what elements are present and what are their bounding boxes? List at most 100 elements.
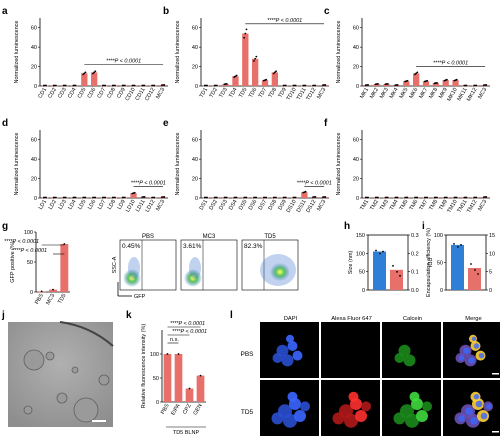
panel-letter-b: b (163, 6, 169, 17)
x-tick-label: MC3 (477, 199, 488, 212)
y-tick-label: 40 (192, 45, 198, 51)
population-scatter (128, 257, 140, 279)
cell (332, 412, 345, 425)
data-point (265, 78, 268, 81)
x-tick-label: TD8 (268, 87, 278, 99)
panel-letter-a: a (2, 6, 8, 17)
y-tick-label: 50 (27, 260, 33, 266)
data-point (206, 84, 209, 87)
data-point (206, 196, 209, 199)
x-tick-label: LD10 (125, 199, 137, 213)
x-tick-label: TD3 (218, 87, 228, 99)
bar-charts-layer: a Normalized luminescence 0 20 40 60 CD1 CD2 CD3… (2, 6, 495, 436)
micrograph-tile (443, 322, 500, 378)
nucleus-overlay (465, 407, 473, 416)
data-point (45, 84, 48, 87)
x-tick-label: DS8 (268, 199, 279, 211)
panel-letter-g: g (2, 221, 8, 232)
data-point (104, 84, 107, 87)
left-y-axis-label: Size (nm) (348, 251, 354, 275)
data-point (163, 196, 166, 198)
x-tick-label: DS6 (248, 199, 259, 211)
right-tick-label: 0.3 (411, 233, 419, 239)
x-tick-label: LD3 (58, 199, 68, 211)
x-tick-label: TM6 (409, 199, 420, 212)
micrograph-tile (321, 322, 380, 378)
bar (81, 73, 88, 86)
nanoparticle (73, 397, 99, 423)
y-tick-label: 50 (153, 376, 159, 382)
data-point (453, 243, 455, 245)
column-label: DAPI (284, 316, 298, 322)
x-tick-label: TM8 (428, 199, 439, 212)
cell (344, 413, 358, 428)
panel-letter-f: f (324, 118, 328, 129)
x-tick-label: CD6 (87, 87, 98, 100)
bar (413, 73, 420, 86)
scale-bar (492, 431, 499, 433)
x-tick-label: MK12 (466, 87, 478, 102)
column-label: Calcein (403, 316, 422, 322)
data-point (426, 196, 429, 199)
x-tick-label: TD1 (199, 87, 209, 99)
x-tick-label: MK1 (359, 87, 370, 100)
data-point (245, 28, 248, 31)
left-tick-label: 150 (356, 233, 365, 239)
data-point (436, 196, 438, 199)
data-point (255, 196, 258, 199)
y-axis-label: Normalized luminescence (14, 133, 20, 196)
micrograph-background (321, 322, 380, 378)
data-point (475, 196, 478, 199)
data-point (475, 84, 478, 87)
right-tick-label: 0.0 (411, 288, 419, 294)
right-tick-label: 0.2 (411, 251, 419, 257)
data-point (314, 196, 317, 198)
x-tick-label: TM5 (399, 199, 410, 212)
data-point (406, 196, 409, 199)
cell (416, 410, 428, 422)
x-tick-label: LD2 (48, 199, 58, 211)
nanoparticle (23, 405, 33, 415)
data-point (304, 190, 307, 193)
bar (130, 193, 137, 198)
bar (442, 80, 449, 86)
data-point (63, 243, 66, 245)
x-tick-label: TD6 (248, 87, 258, 99)
cell (283, 413, 297, 428)
bar (49, 289, 57, 292)
data-point (460, 244, 462, 246)
data-point (45, 196, 48, 199)
x-tick-label: CD4 (67, 87, 78, 100)
x-tick-label: LD1 (38, 199, 48, 211)
x-tick-label: TD2 (209, 87, 219, 99)
x-tick-label: LD8 (107, 199, 117, 211)
significance-label: ****P < 0.0001 (170, 321, 205, 327)
data-point (396, 270, 398, 273)
bar-right (468, 268, 481, 290)
significance-label: ****P < 0.0001 (297, 180, 332, 186)
y-tick-label: 0 (156, 400, 159, 406)
bar (403, 81, 410, 86)
nanoparticle (56, 392, 68, 404)
data-point (104, 196, 107, 199)
x-tick-label: DS11 (296, 199, 308, 214)
bar (91, 72, 98, 86)
y-tick-label: 20 (192, 65, 198, 71)
data-point (386, 83, 389, 85)
data-point (55, 84, 57, 87)
x-tick-label: CD7 (97, 87, 108, 100)
cell (287, 391, 298, 402)
row-label: PBS (240, 351, 254, 358)
right-tick-label: 5 (489, 270, 492, 276)
x-tick-label: LD11 (135, 199, 147, 213)
data-point (485, 196, 488, 198)
panel-letter-j: j (1, 310, 5, 321)
data-point (324, 196, 327, 198)
x-tick-label: MK9 (438, 87, 449, 100)
data-point (235, 196, 238, 199)
panel-letter-h: h (344, 221, 350, 232)
y-axis-label: Normalized luminescence (336, 133, 342, 196)
data-point (82, 73, 85, 76)
chart-panel-d: d Normalized luminescence 0 20 40 60 LD1 LD2 LD3… (2, 118, 168, 213)
data-point (83, 72, 86, 75)
